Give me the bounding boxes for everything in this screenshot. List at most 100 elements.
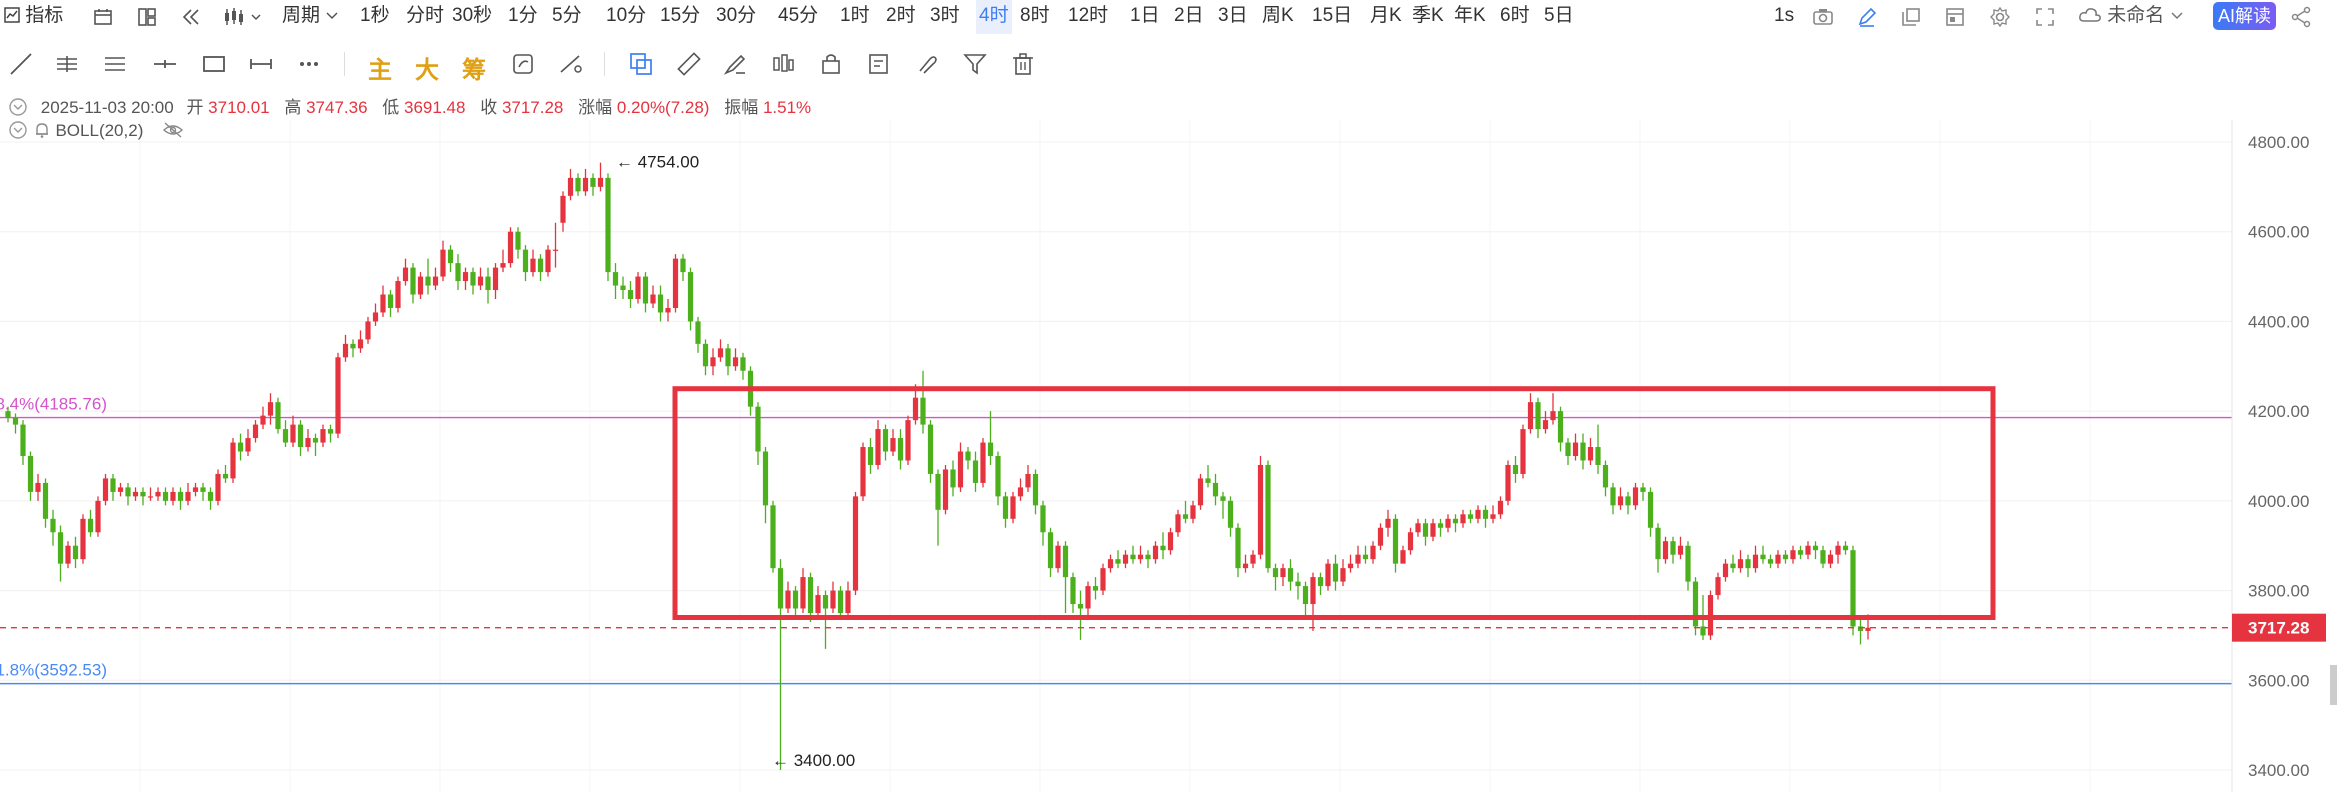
range-box[interactable] (672, 386, 1996, 620)
candle (1137, 545, 1144, 564)
candle (372, 303, 379, 326)
sync-icon[interactable] (508, 46, 538, 82)
chart-grid (0, 120, 2232, 792)
candle (627, 281, 634, 308)
interval-1时[interactable]: 1时 (840, 5, 870, 26)
interval-8时[interactable]: 8时 (1020, 5, 1050, 26)
refresh-rate[interactable]: 1s (1774, 0, 1794, 34)
interval-30分[interactable]: 30分 (716, 5, 757, 26)
candle (207, 487, 214, 510)
candle (252, 420, 259, 443)
ai-interpret-button[interactable]: AI解读 (2213, 2, 2276, 30)
candle (117, 482, 124, 497)
interval-30秒[interactable]: 30秒 (452, 5, 493, 26)
amplitude-label: 振幅 (724, 98, 759, 117)
interval-年K[interactable]: 年K (1454, 5, 1486, 26)
interval-3时[interactable]: 3时 (930, 5, 960, 26)
interval-6时[interactable]: 6时 (1500, 5, 1530, 26)
candle (312, 433, 319, 456)
calendar-icon[interactable] (92, 6, 114, 28)
range-icon[interactable] (246, 46, 276, 82)
amplitude-value: 1.51% (762, 98, 812, 117)
candle-tool-icon[interactable] (768, 46, 798, 82)
window-icon[interactable] (1900, 6, 1922, 28)
layout-name-dropdown[interactable]: 未命名 (2078, 0, 2184, 34)
interval-2时[interactable]: 2时 (886, 5, 916, 26)
chart-type-icon[interactable] (222, 6, 266, 28)
interval-15分[interactable]: 15分 (660, 5, 701, 26)
horizontal-line-icon[interactable] (150, 46, 180, 82)
note-icon[interactable] (864, 46, 894, 82)
interval-周K[interactable]: 周K (1262, 5, 1294, 26)
collapse-icon[interactable] (8, 120, 28, 140)
candle (845, 581, 851, 618)
interval-1分[interactable]: 1分 (508, 5, 538, 26)
candle (1295, 572, 1301, 600)
scrollbar[interactable] (2330, 665, 2337, 705)
share-icon[interactable] (2290, 6, 2312, 28)
collapse-icon[interactable] (8, 97, 28, 117)
candle (1670, 536, 1676, 564)
interval-5日[interactable]: 5日 (1544, 5, 1574, 26)
big-order-toggle[interactable]: 大 (415, 57, 439, 84)
brush-icon[interactable] (720, 46, 750, 82)
candle (620, 276, 626, 299)
candle (875, 420, 881, 470)
candle (1400, 545, 1406, 564)
interval-季K[interactable]: 季K (1412, 5, 1444, 26)
interval-4时[interactable]: 4时 (976, 0, 1012, 34)
pencil-icon[interactable] (1856, 6, 1878, 28)
interval-45分[interactable]: 45分 (778, 5, 819, 26)
interval-3日[interactable]: 3日 (1218, 5, 1248, 26)
candle (762, 447, 769, 524)
interval-1秒[interactable]: 1秒 (360, 5, 390, 26)
trash-icon[interactable] (1008, 46, 1038, 82)
bell-icon[interactable] (33, 121, 51, 139)
candle (950, 460, 956, 497)
ruler-icon[interactable] (674, 46, 704, 82)
candle (1580, 433, 1586, 470)
candlestick-chart[interactable]: 78.4%(4185.76)61.8%(3592.53) ← 4754.00← … (0, 120, 2337, 792)
lock-icon[interactable] (816, 46, 846, 82)
parallel-channel-icon[interactable] (52, 46, 82, 82)
candle (447, 245, 454, 273)
interval-分时[interactable]: 分时 (406, 5, 445, 26)
layout-icon[interactable] (136, 6, 158, 28)
ohlc-info: 2025-11-03 20:00 开 3710.01 高 3747.36 低 3… (8, 93, 821, 118)
interval-10分[interactable]: 10分 (606, 5, 647, 26)
magnet-icon[interactable] (912, 46, 942, 82)
candle (1205, 464, 1211, 488)
interval-月K[interactable]: 月K (1370, 5, 1402, 26)
more-icon[interactable] (294, 46, 324, 82)
rewind-icon[interactable] (180, 6, 202, 28)
interval-1日[interactable]: 1日 (1130, 5, 1160, 26)
gear-icon[interactable] (1989, 6, 2011, 28)
interval-5分[interactable]: 5分 (552, 5, 582, 26)
chip-distribution-toggle[interactable]: 筹 (462, 57, 486, 84)
candle (95, 496, 101, 537)
candle (1040, 500, 1046, 546)
period-dropdown[interactable]: 周期 (282, 0, 339, 34)
trend-line-icon[interactable] (6, 46, 36, 82)
candle (1512, 456, 1519, 483)
price-tick: 3600.00 (2248, 671, 2309, 690)
filter-icon[interactable] (960, 46, 990, 82)
candle (50, 509, 56, 546)
rectangle-icon[interactable] (199, 46, 229, 82)
horizontal-lines-icon[interactable] (100, 46, 130, 82)
camera-icon[interactable] (1812, 6, 1834, 28)
interval-2日[interactable]: 2日 (1174, 5, 1204, 26)
interval-15日[interactable]: 15日 (1312, 5, 1353, 26)
fullscreen-icon[interactable] (2034, 6, 2056, 28)
main-chart-toggle[interactable]: 主 (368, 57, 392, 84)
interval-12时[interactable]: 12时 (1068, 5, 1109, 26)
candle (1167, 527, 1174, 555)
draw-settings-icon[interactable] (556, 46, 586, 82)
copy-icon[interactable] (626, 46, 656, 82)
indicator-button[interactable]: 指标 (4, 0, 63, 34)
template-icon[interactable] (1944, 6, 1966, 28)
candle (42, 478, 49, 528)
candle (1310, 572, 1316, 631)
eye-hidden-icon[interactable] (162, 121, 184, 139)
candle (1032, 469, 1039, 515)
